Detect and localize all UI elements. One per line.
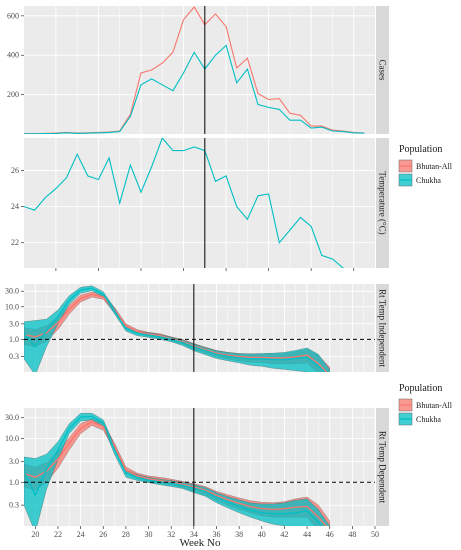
series-line-chukha	[24, 415, 323, 526]
x-tick-label: 50	[371, 530, 379, 539]
legend-label-bhutan-all: Bhutan-All	[416, 401, 453, 410]
series-line-chukha	[24, 44, 365, 134]
facet-strip-label: Cases	[378, 60, 388, 81]
legend-label-chukha: Chukha	[416, 415, 441, 424]
series-line-chukha	[24, 287, 326, 372]
y-tick-label: 1.0	[9, 335, 19, 344]
y-tick-label: 26	[11, 166, 19, 175]
y-tick-label: 10.0	[5, 434, 19, 443]
x-axis-label: Week No	[180, 537, 221, 549]
facet-strip-label: Rt Temp Dependent	[378, 431, 388, 504]
x-tick-label: 24	[77, 530, 85, 539]
facet-strip	[376, 138, 389, 268]
legend-label-bhutan-all: Bhutan-All	[416, 162, 453, 171]
panel-background	[24, 138, 375, 268]
y-tick-label: 0.3	[9, 501, 19, 510]
panel-2: Temperature (°C) 22 24 26	[11, 138, 389, 271]
y-tick-label: 400	[7, 51, 19, 60]
y-tick-label: 30.0	[5, 287, 19, 296]
legend-bottom: Population Bhutan-All Chukha	[398, 383, 453, 426]
x-tick-label: 20	[31, 530, 39, 539]
x-tick-label: 40	[258, 530, 266, 539]
x-tick-label: 28	[122, 530, 130, 539]
y-tick-label: 1.0	[9, 478, 19, 487]
y-tick-label: 3.0	[9, 319, 19, 328]
plot-area	[24, 284, 375, 372]
x-tick-label: 44	[303, 530, 311, 539]
panel-4: Rt Temp Dependent 0.3 1.0 3.0 10.0 30.0 20 22 24…	[5, 408, 389, 539]
panel-3: Rt Temp Independent 0.3 1.0 3.0 10.0 30.0	[5, 284, 389, 372]
panel-background	[24, 6, 375, 134]
x-tick-label: 26	[99, 530, 107, 539]
y-tick-label: 0.3	[9, 352, 19, 361]
y-tick-label: 10.0	[5, 302, 19, 311]
plot-area	[24, 408, 375, 526]
series-line-bhutan-all	[24, 421, 327, 526]
x-tick-label: 46	[326, 530, 334, 539]
x-tick-label: 22	[54, 530, 62, 539]
y-tick-label: 3.0	[9, 457, 19, 466]
ribbon-chukha	[24, 412, 330, 526]
plot-area	[24, 6, 365, 134]
plot-area	[24, 138, 345, 268]
facet-strip	[376, 408, 389, 526]
facet-strip	[376, 6, 389, 134]
x-tick-label: 42	[280, 530, 288, 539]
legend-title: Population	[399, 144, 442, 155]
legend-title: Population	[399, 383, 442, 394]
x-tick-label: 36	[212, 530, 220, 539]
facet-strip	[376, 284, 389, 372]
y-tick-label: 22	[11, 238, 19, 247]
x-tick-label: 32	[167, 530, 175, 539]
x-tick-label: 34	[190, 530, 198, 539]
x-tick-label: 38	[235, 530, 243, 539]
facet-strip-label: Rt Temp Independent	[378, 289, 388, 367]
panel-1: Cases 200 400 600	[7, 6, 389, 134]
x-tick-label: 48	[348, 530, 356, 539]
series-line-chukha	[24, 138, 345, 268]
y-tick-label: 600	[7, 11, 19, 20]
legend-label-chukha: Chukha	[416, 176, 441, 185]
series-line-bhutan-all	[24, 293, 328, 372]
x-tick-label: 30	[145, 530, 153, 539]
legend-top: Population Bhutan-All Chukha	[398, 144, 453, 187]
y-tick-label: 200	[7, 90, 19, 99]
y-tick-label: 24	[11, 202, 19, 211]
y-tick-label: 30.0	[5, 413, 19, 422]
facet-strip-label: Temperature (°C)	[378, 171, 388, 234]
